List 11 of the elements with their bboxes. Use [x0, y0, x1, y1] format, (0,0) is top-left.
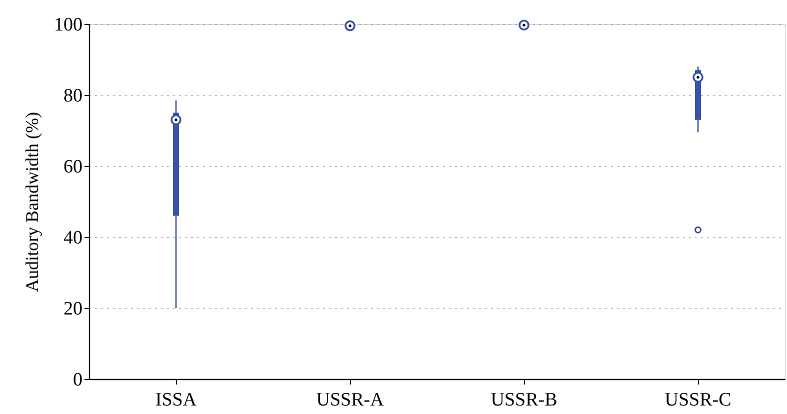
- y-tick-label: 60: [64, 156, 82, 178]
- y-tick-label: 100: [54, 14, 82, 36]
- y-axis-title: Auditory Bandwidth (%): [22, 112, 42, 292]
- y-tick-label: 20: [64, 298, 82, 320]
- y-tick-label: 0: [73, 370, 82, 390]
- x-tick-label: USSR-B: [490, 390, 558, 410]
- x-tick-label: ISSA: [155, 390, 197, 410]
- y-tick-label: 40: [64, 228, 82, 248]
- x-tick-label: USSR-A: [316, 390, 384, 410]
- y-tick-label: 80: [64, 86, 82, 106]
- x-tick-label: USSR-C: [664, 390, 732, 410]
